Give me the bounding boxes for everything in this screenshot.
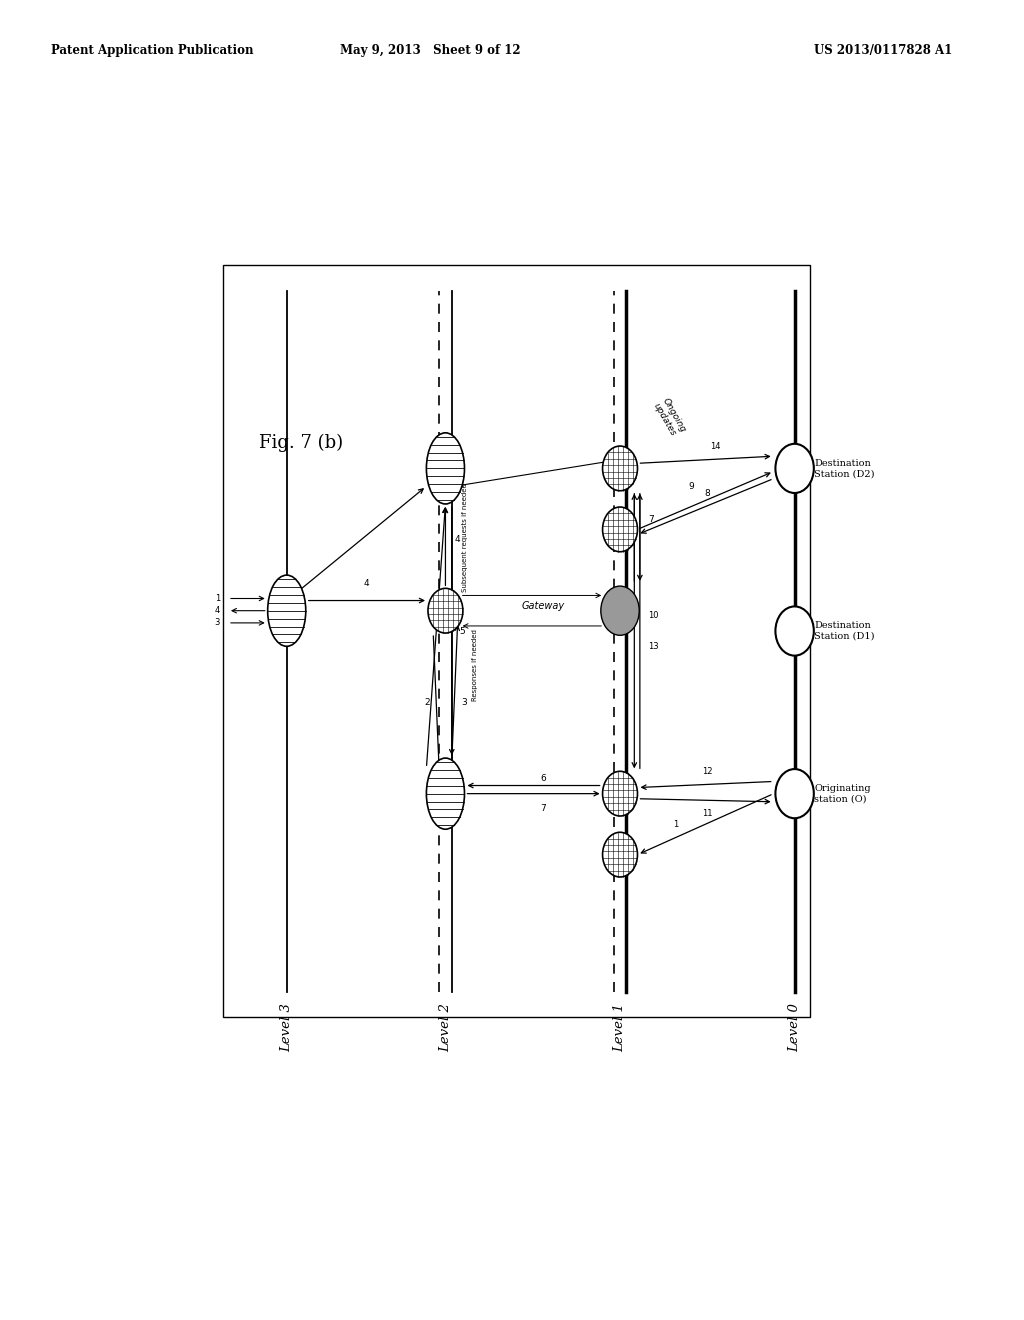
Text: 8: 8 xyxy=(705,490,711,499)
Circle shape xyxy=(602,507,638,552)
Ellipse shape xyxy=(426,758,465,829)
Text: 9: 9 xyxy=(688,482,694,491)
Text: 1: 1 xyxy=(673,820,678,829)
Circle shape xyxy=(601,586,639,635)
Text: Responses if needed: Responses if needed xyxy=(472,630,477,701)
Text: Subsequent requests if needed: Subsequent requests if needed xyxy=(462,483,468,593)
Text: Gateway: Gateway xyxy=(521,601,564,611)
Text: 1: 1 xyxy=(215,594,220,603)
Text: 6: 6 xyxy=(541,775,547,784)
Text: 7: 7 xyxy=(648,515,653,524)
Text: 5: 5 xyxy=(460,627,466,635)
Circle shape xyxy=(602,446,638,491)
Circle shape xyxy=(775,444,814,492)
Text: 12: 12 xyxy=(702,767,713,776)
Text: 4: 4 xyxy=(455,535,461,544)
Text: 10: 10 xyxy=(648,611,658,620)
Text: Destination
Station (D1): Destination Station (D1) xyxy=(814,622,874,640)
Text: 11: 11 xyxy=(702,809,713,818)
Circle shape xyxy=(775,770,814,818)
Circle shape xyxy=(602,771,638,816)
Ellipse shape xyxy=(267,576,306,647)
Text: Ongoing
updates: Ongoing updates xyxy=(652,396,688,440)
Text: 3: 3 xyxy=(462,698,467,706)
Circle shape xyxy=(602,589,638,634)
Circle shape xyxy=(602,833,638,876)
Text: 3: 3 xyxy=(215,618,220,627)
Text: Level 1: Level 1 xyxy=(613,1003,627,1052)
Text: 7: 7 xyxy=(541,804,547,813)
Text: 4: 4 xyxy=(215,606,220,615)
Bar xyxy=(223,265,811,1018)
Text: May 9, 2013   Sheet 9 of 12: May 9, 2013 Sheet 9 of 12 xyxy=(340,44,520,57)
Text: Patent Application Publication: Patent Application Publication xyxy=(51,44,254,57)
Text: 14: 14 xyxy=(710,442,721,450)
Text: 13: 13 xyxy=(648,642,658,651)
Text: Fig. 7 (b): Fig. 7 (b) xyxy=(259,434,343,453)
Text: Level 3: Level 3 xyxy=(281,1003,293,1052)
Text: 2: 2 xyxy=(424,698,430,706)
Text: Originating
station (O): Originating station (O) xyxy=(814,784,871,804)
Circle shape xyxy=(775,606,814,656)
Text: US 2013/0117828 A1: US 2013/0117828 A1 xyxy=(814,44,952,57)
Text: Destination
Station (D2): Destination Station (D2) xyxy=(814,459,874,478)
Circle shape xyxy=(428,589,463,634)
Text: Level 0: Level 0 xyxy=(788,1003,801,1052)
Text: 4: 4 xyxy=(364,579,369,589)
Text: Level 2: Level 2 xyxy=(439,1003,452,1052)
Ellipse shape xyxy=(426,433,465,504)
